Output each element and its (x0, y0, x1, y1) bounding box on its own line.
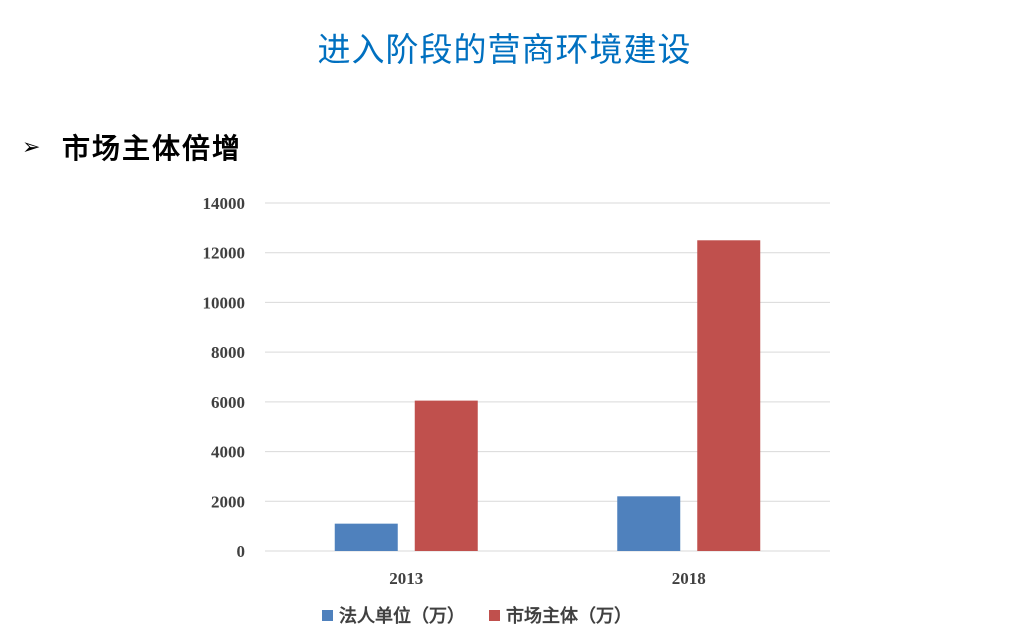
x-tick-label: 2013 (389, 569, 423, 588)
y-tick-label: 4000 (211, 443, 245, 462)
bar-2013-series-1 (334, 523, 398, 551)
y-tick-label: 10000 (203, 293, 246, 312)
legend: 法人单位（万） 市场主体（万） (322, 600, 632, 630)
y-tick-label: 14000 (203, 194, 246, 213)
legend-item-series-2: 市场主体（万） (489, 602, 632, 628)
y-tick-label: 12000 (203, 244, 246, 263)
y-tick-label: 0 (237, 542, 246, 561)
y-tick-label: 6000 (211, 393, 245, 412)
legend-label: 市场主体（万） (506, 606, 632, 627)
y-tick-label: 8000 (211, 343, 245, 362)
x-axis-labels: 2013 2018 (389, 569, 706, 588)
legend-swatch (489, 609, 500, 621)
y-tick-label: 2000 (211, 492, 245, 511)
bar-2013-series-2 (414, 400, 478, 551)
legend-swatch (322, 609, 333, 621)
bar-2018-series-1 (617, 496, 681, 551)
bars (334, 240, 761, 552)
legend-item-series-1: 法人单位（万） (322, 602, 465, 628)
y-axis-ticks: 0 2000 4000 6000 8000 10000 12000 14000 (203, 194, 246, 561)
bullet-text: 市场主体倍增 (62, 132, 243, 165)
legend-label: 法人单位（万） (339, 606, 465, 627)
bullet-point: ➢ 市场主体倍增 (22, 128, 242, 166)
arrow-bullet-icon: ➢ (22, 134, 41, 160)
slide-title: 进入阶段的营商环境建设 (317, 30, 692, 69)
x-tick-label: 2018 (672, 569, 706, 588)
bar-2018-series-2 (697, 240, 761, 552)
